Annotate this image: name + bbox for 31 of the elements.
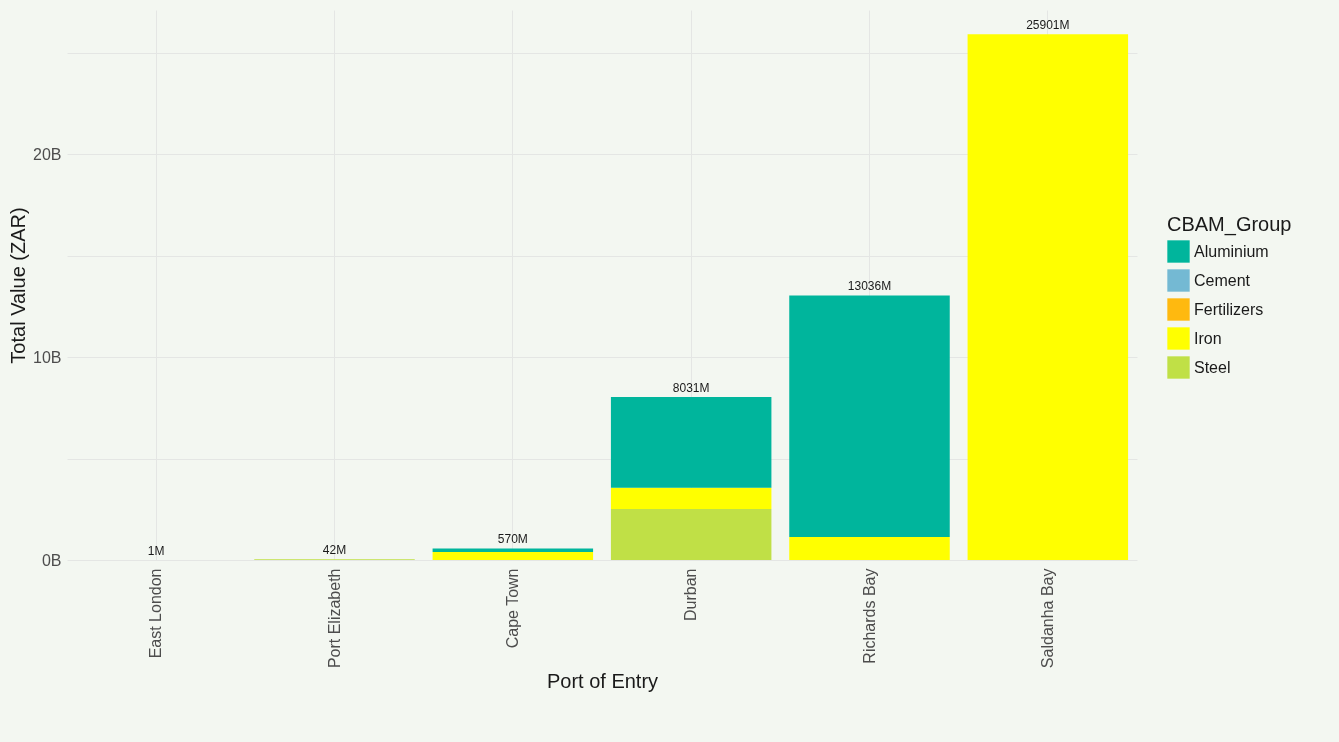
bar	[432, 548, 594, 552]
x-axis-title: Port of Entry	[546, 670, 659, 693]
legend-label: Iron	[1194, 329, 1222, 347]
x-tick-label: Richards Bay	[860, 568, 878, 664]
bar	[610, 397, 772, 488]
bar	[432, 551, 594, 560]
x-tick-label: Saldanha Bay	[1038, 568, 1056, 669]
total-label: 42M	[322, 543, 347, 558]
y-axis-title: Total Value (ZAR)	[7, 207, 30, 364]
legend-title: CBAM_Group	[1167, 213, 1292, 236]
y-tick-label: 20B	[33, 145, 62, 163]
legend-label: Cement	[1194, 271, 1251, 289]
total-label: 25901M	[1026, 18, 1070, 33]
bar	[610, 487, 772, 510]
x-tick-label: East London	[147, 568, 165, 659]
bar	[789, 295, 950, 538]
total-label: 8031M	[672, 381, 710, 396]
text: 1M	[147, 544, 165, 558]
y-tick-label: 10B	[33, 348, 62, 366]
legend-label: Aluminium	[1194, 242, 1269, 260]
x-tick-label: Port Elizabeth	[325, 568, 343, 669]
legend-label: Steel	[1194, 358, 1231, 376]
bar	[967, 34, 1129, 560]
x-tick-label: Durban	[682, 568, 700, 621]
total-label: 570M	[497, 532, 528, 547]
y-tick-label: 0B	[41, 551, 62, 569]
legend-label: Fertilizers	[1194, 300, 1264, 318]
bar	[610, 509, 772, 560]
x-tick-label: Cape Town	[503, 568, 521, 649]
total-label: 13036M	[847, 279, 892, 294]
bar	[789, 537, 950, 560]
